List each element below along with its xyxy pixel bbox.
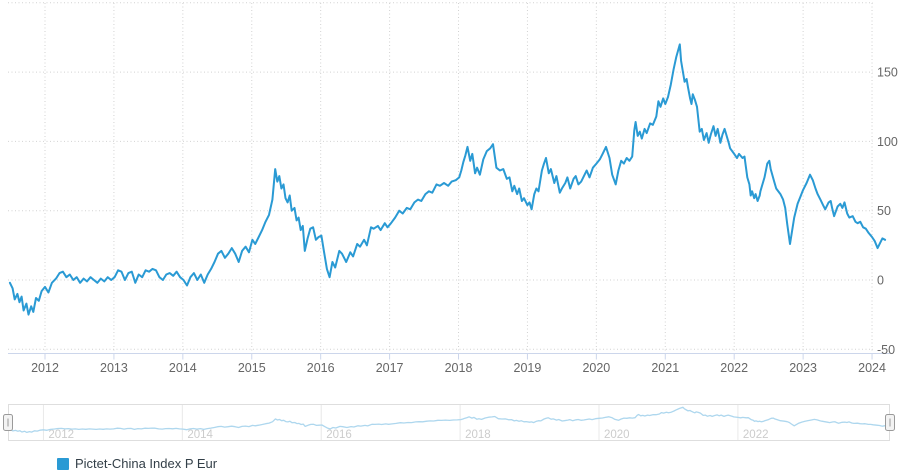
navigator[interactable]: 2012 2014 2016 2018 2020 2022 xyxy=(3,404,895,442)
price-line xyxy=(8,43,887,316)
navigator-right-handle[interactable] xyxy=(885,414,895,431)
gridlines xyxy=(8,2,873,352)
y-axis-label: 0 xyxy=(877,274,884,288)
x-axis-label: 2018 xyxy=(445,361,473,375)
navigator-line xyxy=(7,406,891,434)
navigator-year-label: 2022 xyxy=(743,429,769,441)
navigator-year-label: 2018 xyxy=(465,429,491,441)
x-axis-label: 2017 xyxy=(376,361,404,375)
navigator-year-label: 2014 xyxy=(187,429,213,441)
y-axis-label: 50 xyxy=(877,204,891,218)
x-axis-label: 2012 xyxy=(31,361,59,375)
x-axis-label: 2024 xyxy=(858,361,886,375)
legend-label: Pictet-China Index P Eur xyxy=(75,456,218,471)
stock-chart-svg: 2012 2013 2014 2015 2016 2017 2018 2019 2020 2021… xyxy=(3,2,898,442)
x-axis-label: 2016 xyxy=(307,361,335,375)
navigator-track[interactable] xyxy=(8,404,890,441)
x-axis-label: 2022 xyxy=(720,361,748,375)
legend-swatch-icon xyxy=(57,457,69,470)
y-axis-label: 100 xyxy=(877,135,898,149)
x-axis-label: 2019 xyxy=(514,361,542,375)
x-axis-label: 2013 xyxy=(100,361,128,375)
y-axis-label: 150 xyxy=(877,66,898,80)
legend-item[interactable]: Pictet-China Index P Eur xyxy=(57,456,217,471)
navigator-left-handle[interactable] xyxy=(3,414,13,431)
x-axis-label: 2014 xyxy=(169,361,197,375)
navigator-year-label: 2016 xyxy=(326,429,352,441)
price-line-series xyxy=(8,43,887,316)
axes: 2012 2013 2014 2015 2016 2017 2018 2019 2020 2021… xyxy=(8,66,898,375)
y-axis-label: -50 xyxy=(877,343,895,357)
x-axis-label: 2023 xyxy=(789,361,817,375)
x-axis-label: 2015 xyxy=(238,361,266,375)
x-axis-label: 2020 xyxy=(582,361,610,375)
navigator-year-label: 2020 xyxy=(604,429,630,441)
navigator-year-label: 2012 xyxy=(48,429,74,441)
x-axis-label: 2021 xyxy=(651,361,679,375)
